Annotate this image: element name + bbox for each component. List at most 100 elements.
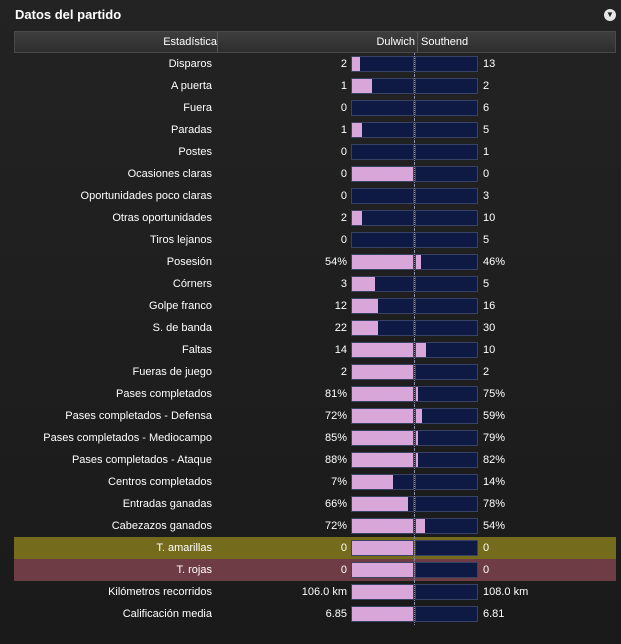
table-row: Oportunidades poco claras 0 3 xyxy=(14,185,616,207)
table-row: Faltas 14 10 xyxy=(14,339,616,361)
table-row: Pases completados - Ataque 88% 82% xyxy=(14,449,616,471)
stat-label: Córners xyxy=(172,278,212,290)
table-row: Entradas ganadas 66% 78% xyxy=(14,493,616,515)
center-divider xyxy=(414,317,415,339)
center-divider xyxy=(414,405,415,427)
home-bar xyxy=(351,408,414,424)
away-value: 0 xyxy=(483,564,490,576)
home-value: 12 xyxy=(334,300,347,312)
home-bar xyxy=(351,56,414,72)
table-row: Ocasiones claras 0 0 xyxy=(14,163,616,185)
stat-label: Fueras de juego xyxy=(132,366,213,378)
home-bar xyxy=(351,166,414,182)
away-value: 54% xyxy=(483,520,506,532)
stat-label: Pases completados - Mediocampo xyxy=(43,432,212,444)
home-value: 0 xyxy=(340,102,347,114)
chevron-down-icon[interactable]: ▼ xyxy=(604,9,616,21)
table-row: Fuera 0 6 xyxy=(14,97,616,119)
stat-label: Oportunidades poco claras xyxy=(80,190,212,202)
away-bar-fill xyxy=(416,387,419,401)
home-bar-fill xyxy=(352,475,393,489)
away-value: 0 xyxy=(483,168,490,180)
stat-label: Pases completados xyxy=(116,388,212,400)
home-value: 22 xyxy=(334,322,347,334)
home-bar xyxy=(351,100,414,116)
away-bar-fill xyxy=(416,343,426,357)
home-value: 54% xyxy=(324,256,347,268)
home-value: 85% xyxy=(324,432,347,444)
home-value: 72% xyxy=(324,410,347,422)
away-bar xyxy=(415,496,478,512)
home-bar xyxy=(351,452,414,468)
home-bar xyxy=(351,540,414,556)
away-value: 30 xyxy=(483,322,496,334)
stat-label: Postes xyxy=(178,146,212,158)
away-value: 2 xyxy=(483,80,490,92)
away-bar xyxy=(415,386,478,402)
away-value: 16 xyxy=(483,300,496,312)
home-value: 1 xyxy=(340,80,347,92)
stat-label: Posesión xyxy=(166,256,212,268)
table-row: Centros completados 7% 14% xyxy=(14,471,616,493)
away-bar xyxy=(415,518,478,534)
away-bar xyxy=(415,606,478,622)
away-value: 46% xyxy=(483,256,506,268)
center-divider xyxy=(414,361,415,383)
home-bar xyxy=(351,496,414,512)
home-value: 2 xyxy=(340,366,347,378)
stat-label: Otras oportunidades xyxy=(112,212,212,224)
away-bar xyxy=(415,166,478,182)
away-bar xyxy=(415,78,478,94)
column-header-away[interactable]: Southend xyxy=(417,32,468,52)
away-value: 6 xyxy=(483,102,490,114)
stats-table: Estadística Dulwich Southend Disparos 2 13… xyxy=(14,31,616,625)
away-value: 2 xyxy=(483,366,490,378)
away-bar xyxy=(415,298,478,314)
away-bar xyxy=(415,100,478,116)
table-row: Kilómetros recorridos 106.0 km 108.0 km xyxy=(14,581,616,603)
home-bar-fill xyxy=(352,255,413,269)
center-divider xyxy=(414,449,415,471)
away-value: 0 xyxy=(483,542,490,554)
away-value: 3 xyxy=(483,190,490,202)
home-value: 0 xyxy=(340,234,347,246)
center-divider xyxy=(414,339,415,361)
away-bar-fill xyxy=(416,431,419,445)
center-divider xyxy=(414,251,415,273)
home-bar-fill xyxy=(352,277,375,291)
away-value: 14% xyxy=(483,476,506,488)
away-bar xyxy=(415,276,478,292)
stat-label: S. de banda xyxy=(152,322,212,334)
stat-label: Pases completados - Defensa xyxy=(65,410,212,422)
stat-label: Ocasiones claras xyxy=(127,168,212,180)
away-bar xyxy=(415,540,478,556)
column-header-home[interactable]: Dulwich xyxy=(376,36,415,48)
table-row: T. amarillas 0 0 xyxy=(14,537,616,559)
away-bar xyxy=(415,56,478,72)
home-bar xyxy=(351,188,414,204)
table-row: Paradas 1 5 xyxy=(14,119,616,141)
center-divider xyxy=(414,163,415,185)
home-bar xyxy=(351,584,414,600)
column-header-stat[interactable]: Estadística xyxy=(15,32,218,52)
home-bar-fill xyxy=(352,431,413,445)
home-bar xyxy=(351,232,414,248)
center-divider xyxy=(414,493,415,515)
home-bar xyxy=(351,276,414,292)
stat-label: Centros completados xyxy=(108,476,212,488)
away-value: 108.0 km xyxy=(483,586,529,598)
table-row: Cabezazos ganados 72% 54% xyxy=(14,515,616,537)
center-divider xyxy=(414,119,415,141)
home-value: 106.0 km xyxy=(301,586,347,598)
home-bar xyxy=(351,386,414,402)
center-divider xyxy=(414,537,415,559)
table-row: Posesión 54% 46% xyxy=(14,251,616,273)
center-divider xyxy=(414,207,415,229)
table-row: Fueras de juego 2 2 xyxy=(14,361,616,383)
stat-label: Faltas xyxy=(182,344,212,356)
home-bar-fill xyxy=(352,585,413,599)
away-bar xyxy=(415,474,478,490)
home-value: 7% xyxy=(331,476,347,488)
center-divider xyxy=(414,559,415,581)
home-bar xyxy=(351,210,414,226)
